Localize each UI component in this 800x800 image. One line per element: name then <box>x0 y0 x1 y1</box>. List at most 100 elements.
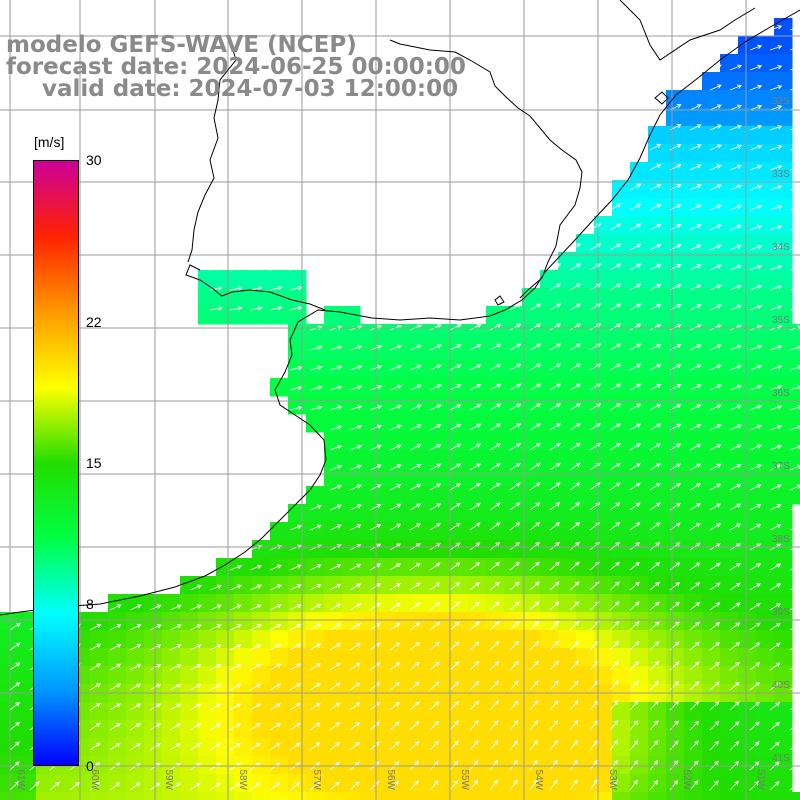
wind-arrow <box>689 344 702 351</box>
wind-speed-cell <box>756 54 775 73</box>
wind-arrow <box>529 303 542 311</box>
wind-speed-cell <box>612 180 631 199</box>
wind-speed-cell <box>720 756 739 775</box>
wind-speed-cell <box>414 342 433 361</box>
wind-speed-cell <box>90 630 109 649</box>
wind-speed-cell <box>252 792 271 800</box>
wind-speed-cell <box>720 486 739 505</box>
wind-arrow <box>729 602 741 611</box>
wind-arrow <box>469 680 480 691</box>
wind-speed-cell <box>594 504 613 523</box>
wind-arrow <box>649 542 661 551</box>
wind-speed-cell <box>720 108 739 127</box>
wind-speed-cell <box>666 324 685 343</box>
wind-arrow <box>349 603 362 611</box>
wind-speed-cell <box>612 666 631 685</box>
wind-speed-cell <box>18 738 37 757</box>
wind-speed-cell <box>684 774 703 793</box>
wind-speed-cell <box>630 504 649 523</box>
wind-arrow <box>169 624 182 631</box>
wind-arrow <box>629 462 641 471</box>
wind-speed-cell <box>792 450 800 469</box>
wind-speed-cell <box>756 720 775 739</box>
wind-speed-cell <box>630 756 649 775</box>
wind-arrow <box>549 620 560 631</box>
wind-arrow <box>509 323 522 331</box>
wind-speed-cell <box>792 342 800 361</box>
wind-arrow <box>409 523 422 531</box>
wind-arrow <box>89 663 102 671</box>
wind-arrow <box>389 384 403 391</box>
wind-arrow <box>769 385 783 391</box>
wind-arrow <box>789 484 800 491</box>
wind-speed-cell <box>54 792 73 800</box>
wind-arrow <box>689 284 702 291</box>
wind-arrow <box>389 681 401 691</box>
wind-speed-cell <box>522 432 541 451</box>
wind-arrow <box>489 443 502 451</box>
wind-arrow <box>629 303 642 311</box>
wind-arrow <box>689 184 702 191</box>
wind-arrow <box>609 541 621 551</box>
wind-arrow <box>749 662 761 671</box>
wind-speed-cell <box>738 576 757 595</box>
wind-speed-cell <box>594 396 613 415</box>
wind-arrow <box>609 223 622 231</box>
wind-speed-cell <box>594 666 613 685</box>
wind-speed-cell <box>378 468 397 487</box>
wind-speed-cell <box>594 414 613 433</box>
wind-speed-cell <box>162 702 181 721</box>
wind-speed-cell <box>648 270 667 289</box>
wind-speed-cell <box>612 792 631 800</box>
wind-arrow <box>129 644 142 651</box>
wind-arrow <box>269 564 282 571</box>
wind-arrow <box>329 682 341 691</box>
wind-arrow <box>249 742 261 751</box>
wind-arrow <box>429 463 442 471</box>
wind-speed-cell <box>396 342 415 361</box>
wind-arrow <box>709 304 722 311</box>
wind-arrow <box>269 544 283 551</box>
wind-speed-cell <box>720 378 739 397</box>
wind-speed-cell <box>666 360 685 379</box>
wind-speed-cell <box>666 342 685 361</box>
wind-speed-cell <box>612 378 631 397</box>
wind-speed-cell <box>396 648 415 667</box>
wind-arrow <box>769 702 781 711</box>
wind-speed-cell <box>324 648 343 667</box>
wind-speed-cell <box>720 558 739 577</box>
wind-speed-cell <box>342 738 361 757</box>
wind-speed-cell <box>378 792 397 800</box>
wind-speed-cell <box>558 288 577 307</box>
wind-speed-cell <box>774 306 793 325</box>
wind-speed-cell <box>594 774 613 793</box>
wind-arrow <box>449 621 460 631</box>
wind-speed-cell <box>720 612 739 631</box>
wind-arrow <box>469 542 481 551</box>
wind-arrow <box>389 424 402 431</box>
wind-arrow <box>649 463 661 471</box>
wind-speed-cell <box>306 612 325 631</box>
wind-speed-cell <box>792 324 800 343</box>
wind-speed-cell <box>180 756 199 775</box>
wind-arrow <box>769 741 780 751</box>
wind-speed-cell <box>234 270 253 289</box>
wind-speed-cell <box>702 792 721 800</box>
wind-arrow <box>749 144 763 151</box>
latitude-label: 41S <box>772 753 790 764</box>
wind-speed-cell <box>630 576 649 595</box>
wind-arrow <box>329 425 343 431</box>
wind-speed-cell <box>576 252 595 271</box>
wind-speed-cell <box>540 324 559 343</box>
wind-arrow <box>569 700 579 711</box>
wind-arrow <box>469 443 482 451</box>
wind-speed-cell <box>180 648 199 667</box>
wind-speed-cell <box>486 414 505 433</box>
wind-speed-cell <box>270 594 289 613</box>
wind-arrow <box>569 323 582 331</box>
wind-speed-cell <box>324 504 343 523</box>
wind-speed-cell <box>540 702 559 721</box>
wind-speed-cell <box>414 648 433 667</box>
wind-arrow <box>629 660 640 671</box>
